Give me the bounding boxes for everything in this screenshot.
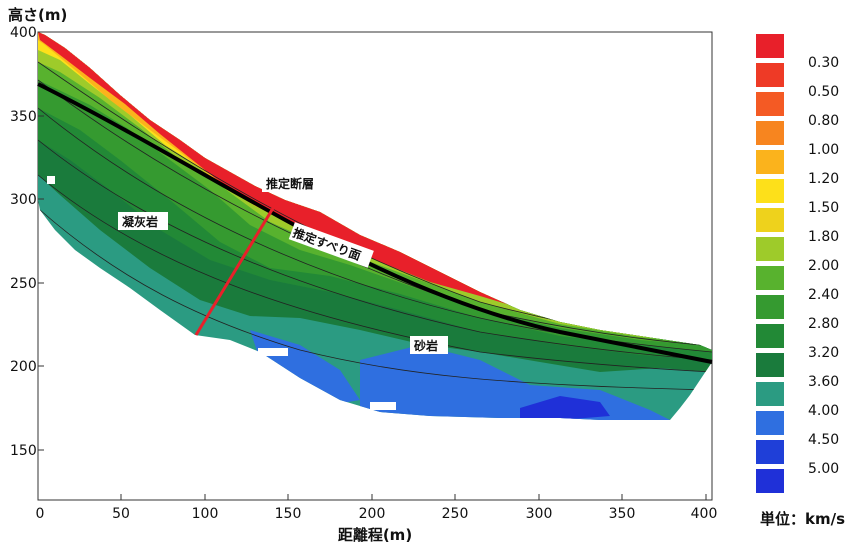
legend-value-6: 1.80 (808, 229, 839, 245)
sandstone-label: 砂岩 (413, 338, 438, 353)
y-tick-400: 400 (10, 25, 37, 41)
fault-line (194, 199, 280, 336)
legend-value-9: 2.80 (808, 316, 839, 332)
legend-value-13: 4.50 (808, 432, 839, 448)
legend-value-8: 2.40 (808, 287, 839, 303)
y-tick-300: 300 (10, 192, 37, 208)
legend-value-10: 3.20 (808, 345, 839, 361)
legend-swatch-15 (756, 469, 784, 493)
legend-value-0: 0.30 (808, 55, 839, 71)
x-tick-labels: 0 50 100 150 200 250 300 350 400 (36, 506, 718, 522)
legend-swatch-9 (756, 295, 784, 319)
legend-swatch-6 (756, 208, 784, 232)
legend-value-3: 1.00 (808, 142, 839, 158)
y-axis-title: 高さ(m) (8, 6, 67, 24)
tuff-label: 凝灰岩 (122, 214, 158, 229)
legend-value-14: 5.00 (808, 461, 839, 477)
legend-swatch-13 (756, 411, 784, 435)
legend-swatch-10 (756, 324, 784, 348)
legend-value-4: 1.20 (808, 171, 839, 187)
x-tick-100: 100 (192, 506, 219, 522)
legend-swatch-8 (756, 266, 784, 290)
legend-swatch-1 (756, 63, 784, 87)
x-tick-300: 300 (526, 506, 553, 522)
legend-swatch-12 (756, 382, 784, 406)
x-axis-title: 距離程(m) (338, 526, 412, 544)
legend-swatch-3 (756, 121, 784, 145)
white-patches (47, 176, 396, 410)
x-tick-400: 400 (691, 506, 718, 522)
x-tick-250: 250 (442, 506, 469, 522)
y-tick-labels: 400 350 300 250 200 150 (10, 25, 37, 459)
fault-label: 推定断層 (266, 176, 314, 191)
y-tick-250: 250 (10, 276, 37, 292)
x-tick-0: 0 (36, 506, 45, 522)
legend-value-2: 0.80 (808, 113, 839, 129)
legend-value-11: 3.60 (808, 374, 839, 390)
legend-value-7: 2.00 (808, 258, 839, 274)
legend-swatch-14 (756, 440, 784, 464)
tuff-label-bg (118, 212, 168, 230)
legend-swatch-0 (756, 34, 784, 58)
x-tick-150: 150 (275, 506, 302, 522)
y-tick-350: 350 (10, 109, 37, 125)
velocity-legend: 0.30 0.50 0.80 1.00 1.20 1.50 1.80 2.00 … (756, 34, 845, 528)
legend-swatch-2 (756, 92, 784, 116)
legend-swatch-4 (756, 150, 784, 174)
fault-label-bg (262, 174, 324, 192)
legend-value-1: 0.50 (808, 84, 839, 100)
layer-deep-blue-pocket (520, 396, 610, 420)
legend-value-12: 4.00 (808, 403, 839, 419)
legend-value-5: 1.50 (808, 200, 839, 216)
legend-swatch-7 (756, 237, 784, 261)
y-tick-200: 200 (10, 359, 37, 375)
sandstone-label-bg (410, 336, 448, 354)
legend-swatch-11 (756, 353, 784, 377)
legend-swatches (756, 34, 784, 493)
x-tick-350: 350 (609, 506, 636, 522)
legend-swatch-5 (756, 179, 784, 203)
legend-unit: 単位：km/s (760, 510, 845, 528)
x-tick-200: 200 (359, 506, 386, 522)
axis-ticks (37, 31, 707, 500)
x-tick-50: 50 (112, 506, 130, 522)
slip-surface-line (37, 82, 713, 364)
y-tick-150: 150 (10, 443, 37, 459)
